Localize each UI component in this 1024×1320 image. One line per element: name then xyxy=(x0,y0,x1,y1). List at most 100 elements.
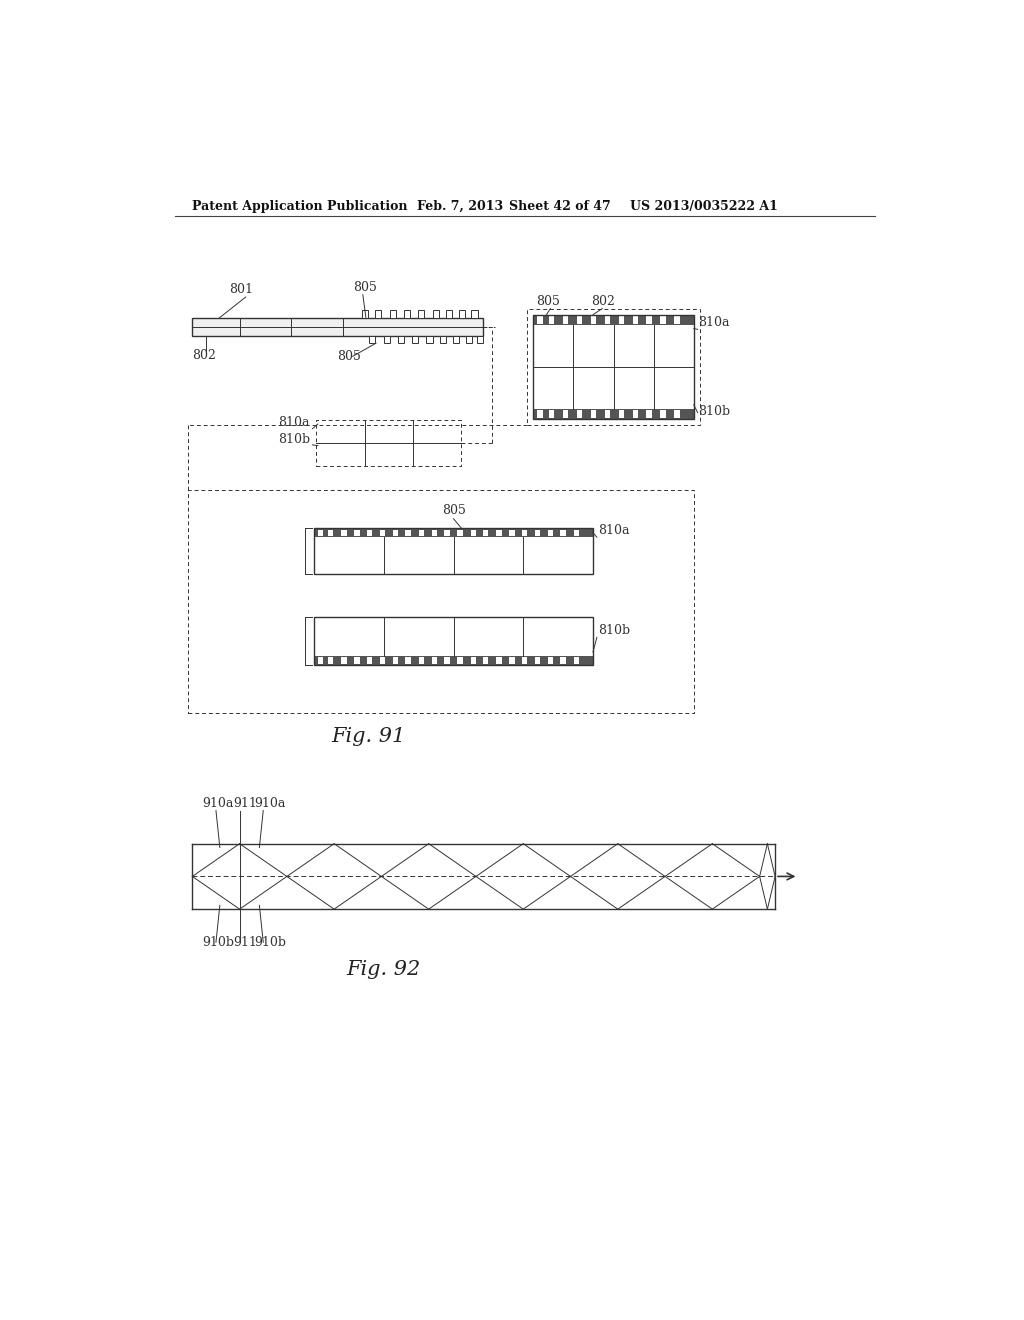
Bar xyxy=(560,529,566,536)
Bar xyxy=(380,529,385,536)
Text: 810b: 810b xyxy=(598,624,631,638)
Bar xyxy=(432,529,437,536)
Bar xyxy=(538,317,543,323)
Bar xyxy=(458,529,463,536)
Bar xyxy=(419,657,424,664)
Text: 805: 805 xyxy=(537,294,560,308)
Bar xyxy=(403,310,410,318)
Bar xyxy=(534,325,693,409)
Bar xyxy=(393,529,398,536)
Bar xyxy=(418,310,424,318)
Bar xyxy=(314,616,593,656)
Bar xyxy=(367,529,372,536)
Bar xyxy=(406,657,411,664)
Bar xyxy=(660,317,666,323)
Bar xyxy=(193,318,483,335)
Bar xyxy=(534,409,693,418)
Bar xyxy=(471,529,476,536)
Bar xyxy=(369,335,375,343)
Bar xyxy=(560,657,566,664)
Bar xyxy=(458,657,463,664)
Bar xyxy=(549,317,554,323)
Bar xyxy=(341,657,346,664)
Text: 802: 802 xyxy=(193,348,216,362)
Bar xyxy=(445,310,452,318)
Bar xyxy=(646,411,652,418)
Text: 802: 802 xyxy=(592,294,615,308)
Bar xyxy=(393,657,398,664)
Bar xyxy=(577,317,583,323)
Text: Sheet 42 of 47: Sheet 42 of 47 xyxy=(509,199,611,213)
Text: 805: 805 xyxy=(442,504,466,517)
Text: 801: 801 xyxy=(228,284,253,296)
Bar xyxy=(633,411,638,418)
Text: 810a: 810a xyxy=(598,524,630,537)
Bar xyxy=(527,309,700,425)
Bar xyxy=(496,529,502,536)
Bar xyxy=(509,657,515,664)
Bar xyxy=(675,317,680,323)
Bar xyxy=(466,335,472,343)
Bar xyxy=(483,657,488,664)
Bar xyxy=(419,529,424,536)
Text: 911: 911 xyxy=(233,936,257,949)
Bar xyxy=(316,420,461,466)
Text: Fig. 92: Fig. 92 xyxy=(347,960,421,978)
Bar xyxy=(314,528,593,574)
Bar xyxy=(591,411,596,418)
Bar xyxy=(548,657,554,664)
Bar xyxy=(573,657,579,664)
Bar xyxy=(354,657,359,664)
Bar xyxy=(563,411,568,418)
Bar xyxy=(453,335,459,343)
Text: 910b: 910b xyxy=(254,936,286,949)
Bar xyxy=(314,537,593,574)
Bar xyxy=(384,335,390,343)
Bar xyxy=(548,529,554,536)
Text: 910a: 910a xyxy=(254,797,286,809)
Bar xyxy=(412,335,418,343)
Bar xyxy=(439,335,445,343)
Bar xyxy=(535,657,541,664)
Text: Fig. 91: Fig. 91 xyxy=(331,727,406,746)
Bar xyxy=(432,657,437,664)
Text: US 2013/0035222 A1: US 2013/0035222 A1 xyxy=(630,199,778,213)
Bar xyxy=(444,657,450,664)
Bar xyxy=(573,529,579,536)
Bar xyxy=(471,310,477,318)
Bar xyxy=(563,317,568,323)
Bar xyxy=(341,529,346,536)
Bar xyxy=(328,657,334,664)
Bar xyxy=(633,317,638,323)
Text: Feb. 7, 2013: Feb. 7, 2013 xyxy=(417,199,503,213)
Text: 805: 805 xyxy=(352,281,377,294)
Bar xyxy=(534,314,693,325)
Bar xyxy=(375,310,381,318)
Bar xyxy=(509,529,515,536)
Bar xyxy=(660,411,666,418)
Bar xyxy=(521,529,527,536)
Bar xyxy=(577,411,583,418)
Bar xyxy=(354,529,359,536)
Bar xyxy=(618,411,624,418)
Text: 810a: 810a xyxy=(698,317,730,329)
Bar xyxy=(496,657,502,664)
Bar xyxy=(426,335,432,343)
Bar xyxy=(314,616,593,665)
Bar xyxy=(406,529,411,536)
Bar xyxy=(444,529,450,536)
Bar xyxy=(483,529,488,536)
Bar xyxy=(317,529,324,536)
Bar xyxy=(314,528,593,537)
Bar xyxy=(538,411,543,418)
Bar xyxy=(317,657,324,664)
Bar xyxy=(397,335,403,343)
Bar xyxy=(535,529,541,536)
Text: 810b: 810b xyxy=(698,405,730,418)
Bar xyxy=(604,411,610,418)
Bar xyxy=(471,657,476,664)
Text: 911: 911 xyxy=(233,797,257,809)
Text: 805: 805 xyxy=(337,350,361,363)
Bar xyxy=(328,529,334,536)
Bar xyxy=(521,657,527,664)
